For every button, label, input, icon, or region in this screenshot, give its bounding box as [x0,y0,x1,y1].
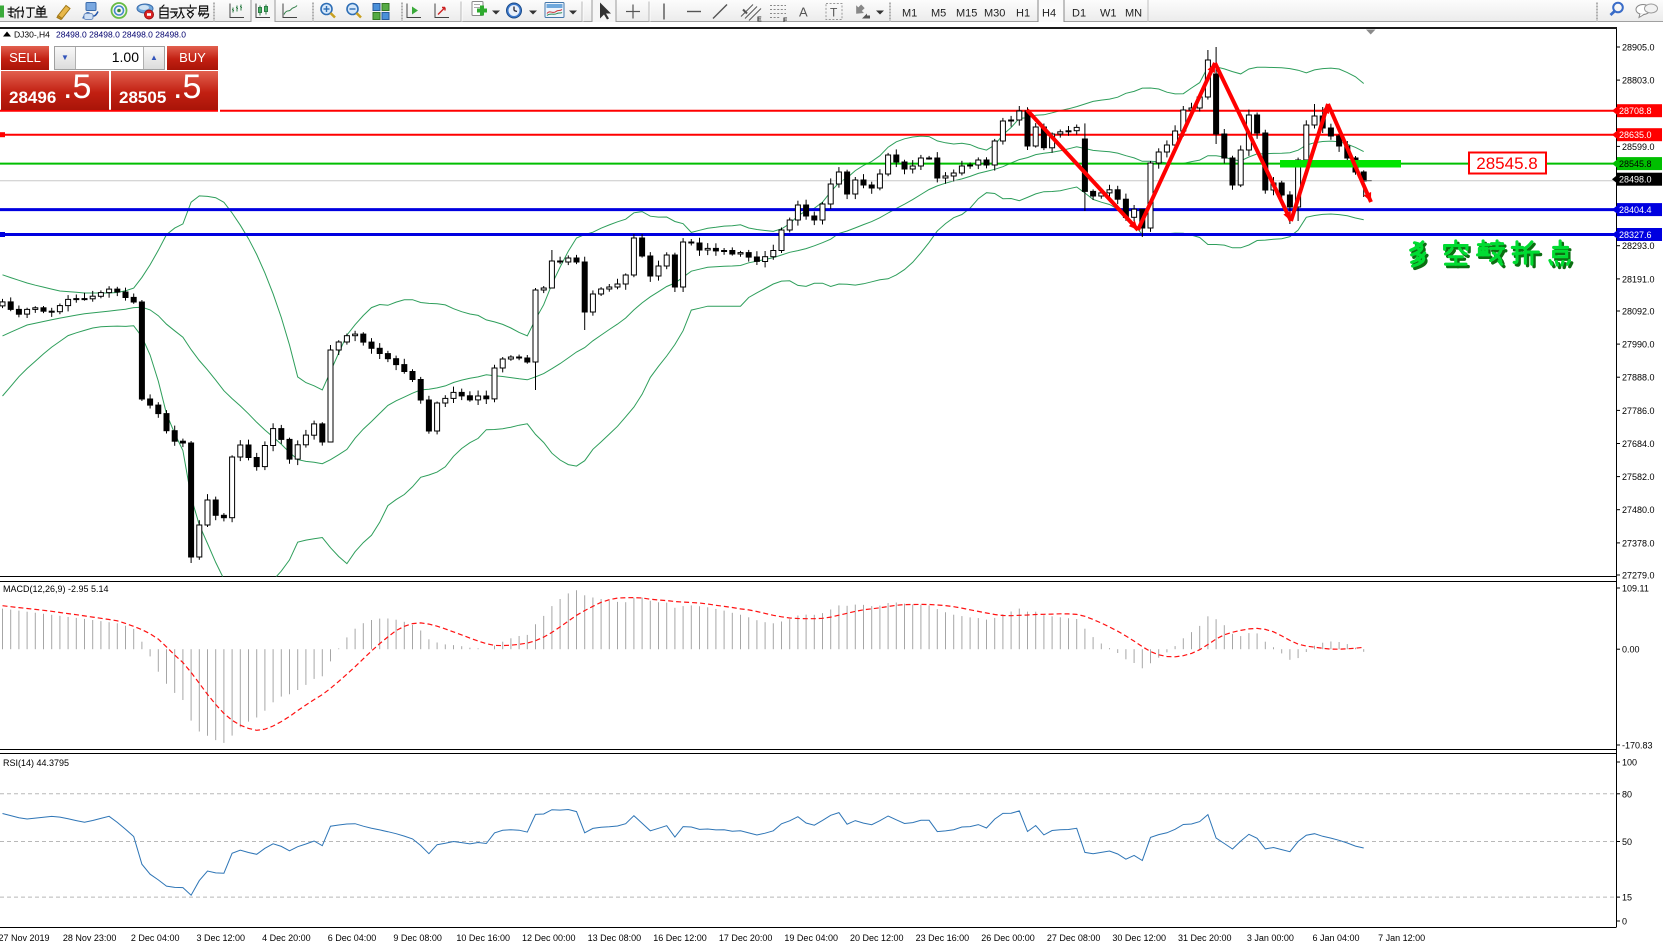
svg-text:17 Dec 20:00: 17 Dec 20:00 [719,933,773,943]
svg-text:28708.8: 28708.8 [1619,106,1652,116]
svg-text:28 Nov 23:00: 28 Nov 23:00 [63,933,117,943]
svg-text:A: A [799,5,808,20]
svg-text:W1: W1 [1100,8,1117,20]
svg-text:27888.0: 27888.0 [1622,373,1655,383]
svg-text:MACD(12,26,9) -2.95 5.14: MACD(12,26,9) -2.95 5.14 [3,584,109,594]
svg-text:3 Jan 00:00: 3 Jan 00:00 [1247,933,1294,943]
svg-text:H1: H1 [1016,8,1030,20]
svg-text:D1: D1 [1072,8,1086,20]
svg-text:4 Dec 20:00: 4 Dec 20:00 [262,933,311,943]
svg-text:F: F [783,18,788,23]
svg-text:100: 100 [1622,758,1637,768]
svg-text:28545.8: 28545.8 [1476,154,1537,173]
svg-text:12 Dec 00:00: 12 Dec 00:00 [522,933,576,943]
svg-text:E: E [757,17,762,23]
svg-text:28635.0: 28635.0 [1619,130,1652,140]
svg-text:31 Dec 20:00: 31 Dec 20:00 [1178,933,1232,943]
svg-text:27 Dec 08:00: 27 Dec 08:00 [1047,933,1101,943]
svg-text:DJ30-,H4: DJ30-,H4 [14,30,50,40]
svg-text:27480.0: 27480.0 [1622,505,1655,515]
svg-text:RSI(14) 44.3795: RSI(14) 44.3795 [3,758,69,768]
svg-text:30 Dec 12:00: 30 Dec 12:00 [1112,933,1166,943]
svg-text:28905.0: 28905.0 [1622,43,1655,53]
svg-text:16 Dec 12:00: 16 Dec 12:00 [653,933,707,943]
svg-text:28599.0: 28599.0 [1622,142,1655,152]
svg-text:23 Dec 16:00: 23 Dec 16:00 [916,933,970,943]
svg-text:28293.0: 28293.0 [1622,241,1655,251]
svg-text:6 Dec 04:00: 6 Dec 04:00 [328,933,377,943]
svg-text:27582.0: 27582.0 [1622,472,1655,482]
svg-text:80: 80 [1622,789,1632,799]
svg-text:M5: M5 [931,8,946,20]
svg-text:27990.0: 27990.0 [1622,340,1655,350]
svg-text:MN: MN [1125,8,1142,20]
svg-text:28803.0: 28803.0 [1622,76,1655,86]
svg-text:27684.0: 27684.0 [1622,439,1655,449]
svg-text:M30: M30 [984,8,1005,20]
svg-text:27279.0: 27279.0 [1622,571,1655,581]
svg-text:10 Dec 16:00: 10 Dec 16:00 [456,933,510,943]
svg-text:26 Dec 00:00: 26 Dec 00:00 [981,933,1035,943]
svg-text:27 Nov 2019: 27 Nov 2019 [0,933,50,943]
svg-text:28092.0: 28092.0 [1622,307,1655,317]
svg-text:28498.0 28498.0 28498.0 28498.: 28498.0 28498.0 28498.0 28498.0 [56,30,186,40]
svg-text:T: T [830,6,838,20]
svg-text:28327.6: 28327.6 [1619,230,1652,240]
svg-text:2 Dec 04:00: 2 Dec 04:00 [131,933,180,943]
svg-text:28498.0: 28498.0 [1619,175,1652,185]
svg-text:28404.4: 28404.4 [1619,205,1652,215]
svg-text:3 Dec 12:00: 3 Dec 12:00 [197,933,246,943]
svg-text:27786.0: 27786.0 [1622,406,1655,416]
svg-text:27378.0: 27378.0 [1622,538,1655,548]
svg-text:20 Dec 12:00: 20 Dec 12:00 [850,933,904,943]
svg-text:-170.83: -170.83 [1622,741,1653,751]
svg-text:6 Jan 04:00: 6 Jan 04:00 [1312,933,1359,943]
svg-text:9 Dec 08:00: 9 Dec 08:00 [393,933,442,943]
svg-text:28545.8: 28545.8 [1619,159,1652,169]
svg-text:109.11: 109.11 [1622,584,1649,594]
svg-text:15: 15 [1622,893,1632,903]
svg-text:M15: M15 [956,8,977,20]
svg-text:19 Dec 04:00: 19 Dec 04:00 [784,933,838,943]
svg-text:0: 0 [1622,917,1627,927]
svg-text:13 Dec 08:00: 13 Dec 08:00 [588,933,642,943]
svg-text:0.00: 0.00 [1622,645,1640,655]
svg-text:7 Jan 12:00: 7 Jan 12:00 [1378,933,1425,943]
svg-text:M1: M1 [902,8,917,20]
svg-text:28191.0: 28191.0 [1622,274,1655,284]
svg-text:50: 50 [1622,837,1632,847]
svg-text:H4: H4 [1042,8,1056,20]
